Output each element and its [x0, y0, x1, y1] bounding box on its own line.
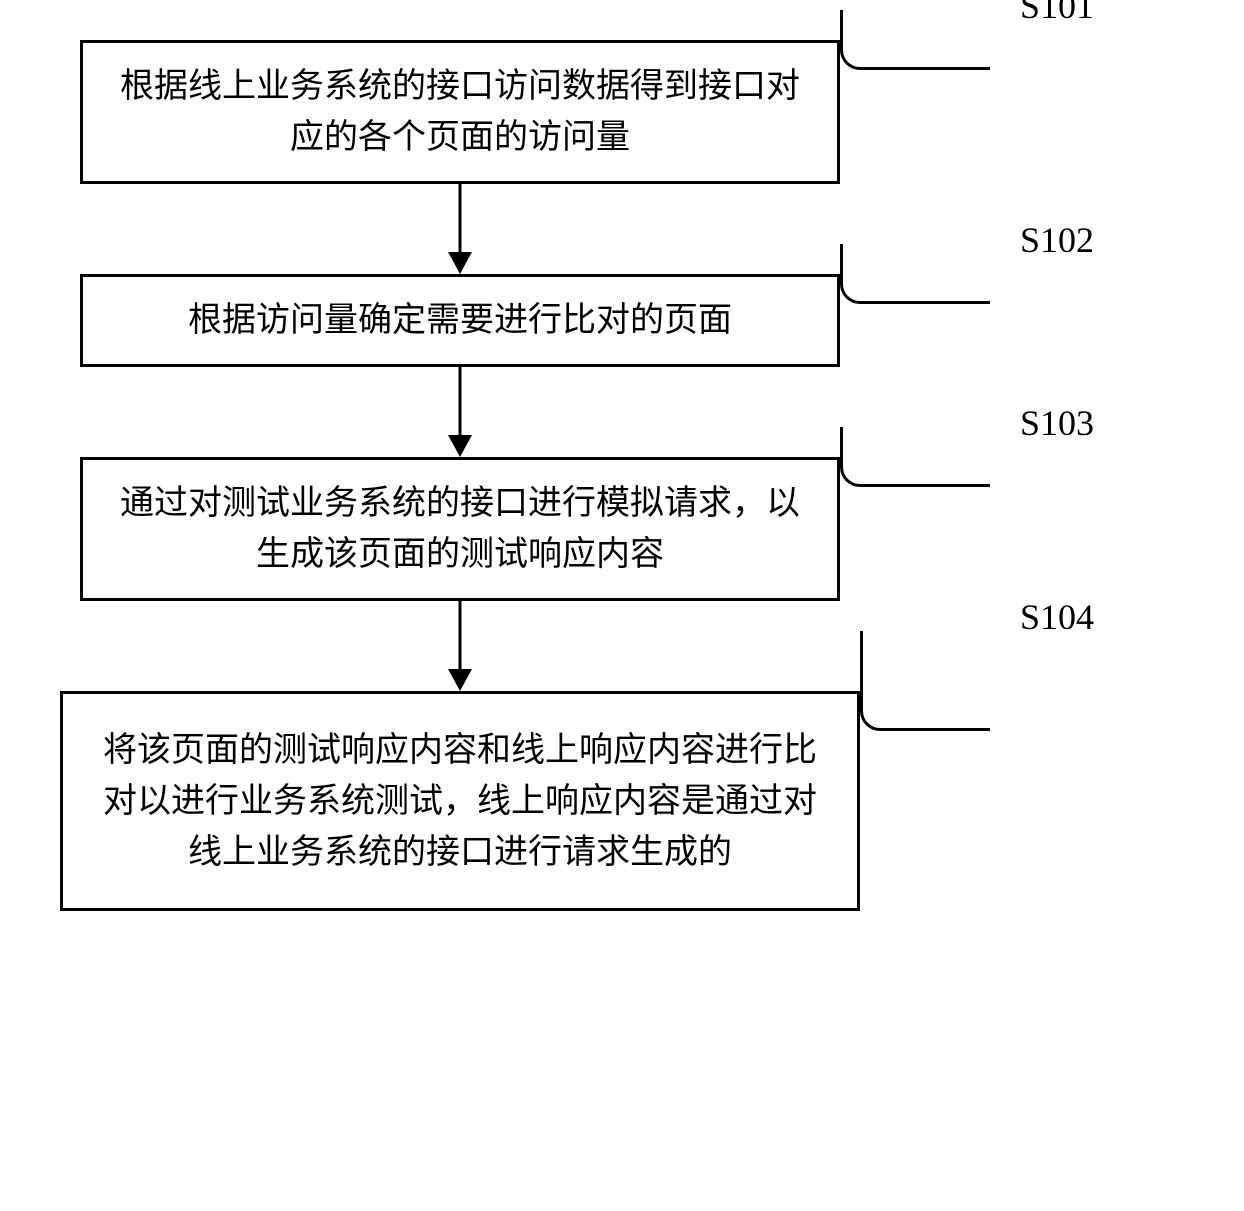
- arrow-connector-3: [80, 601, 840, 691]
- node-label-s103: S103: [1020, 402, 1094, 444]
- arrow-connector-2: [80, 367, 840, 457]
- node-text: 将该页面的测试响应内容和线上响应内容进行比对以进行业务系统测试，线上响应内容是通…: [87, 725, 833, 878]
- node-text: 根据访问量确定需要进行比对的页面: [188, 295, 732, 346]
- label-connector: [860, 631, 990, 731]
- node-label-s101: S101: [1020, 0, 1094, 27]
- arrow-line: [459, 601, 462, 671]
- flowchart-node-s101: 根据线上业务系统的接口访问数据得到接口对应的各个页面的访问量: [80, 40, 840, 184]
- step-row-3: 通过对测试业务系统的接口进行模拟请求，以生成该页面的测试响应内容 S103: [80, 457, 840, 601]
- flowchart-node-s104: 将该页面的测试响应内容和线上响应内容进行比对以进行业务系统测试，线上响应内容是通…: [60, 691, 860, 911]
- arrow-line: [459, 367, 462, 437]
- node-text: 根据线上业务系统的接口访问数据得到接口对应的各个页面的访问量: [107, 61, 813, 163]
- step-row-1: 根据线上业务系统的接口访问数据得到接口对应的各个页面的访问量 S101: [80, 40, 840, 184]
- arrow-connector-1: [80, 184, 840, 274]
- step-row-4: 将该页面的测试响应内容和线上响应内容进行比对以进行业务系统测试，线上响应内容是通…: [80, 691, 860, 911]
- arrow-line: [459, 184, 462, 254]
- node-label-s102: S102: [1020, 219, 1094, 261]
- arrow-head-icon: [448, 669, 472, 691]
- label-connector: [840, 427, 990, 487]
- label-connector: [840, 244, 990, 304]
- flowchart-container: 根据线上业务系统的接口访问数据得到接口对应的各个页面的访问量 S101 根据访问…: [80, 40, 1224, 911]
- node-text: 通过对测试业务系统的接口进行模拟请求，以生成该页面的测试响应内容: [107, 478, 813, 580]
- node-label-s104: S104: [1020, 596, 1094, 638]
- step-row-2: 根据访问量确定需要进行比对的页面 S102: [80, 274, 840, 367]
- arrow-head-icon: [448, 252, 472, 274]
- flowchart-node-s103: 通过对测试业务系统的接口进行模拟请求，以生成该页面的测试响应内容: [80, 457, 840, 601]
- arrow-head-icon: [448, 435, 472, 457]
- label-connector: [840, 10, 990, 70]
- flowchart-node-s102: 根据访问量确定需要进行比对的页面: [80, 274, 840, 367]
